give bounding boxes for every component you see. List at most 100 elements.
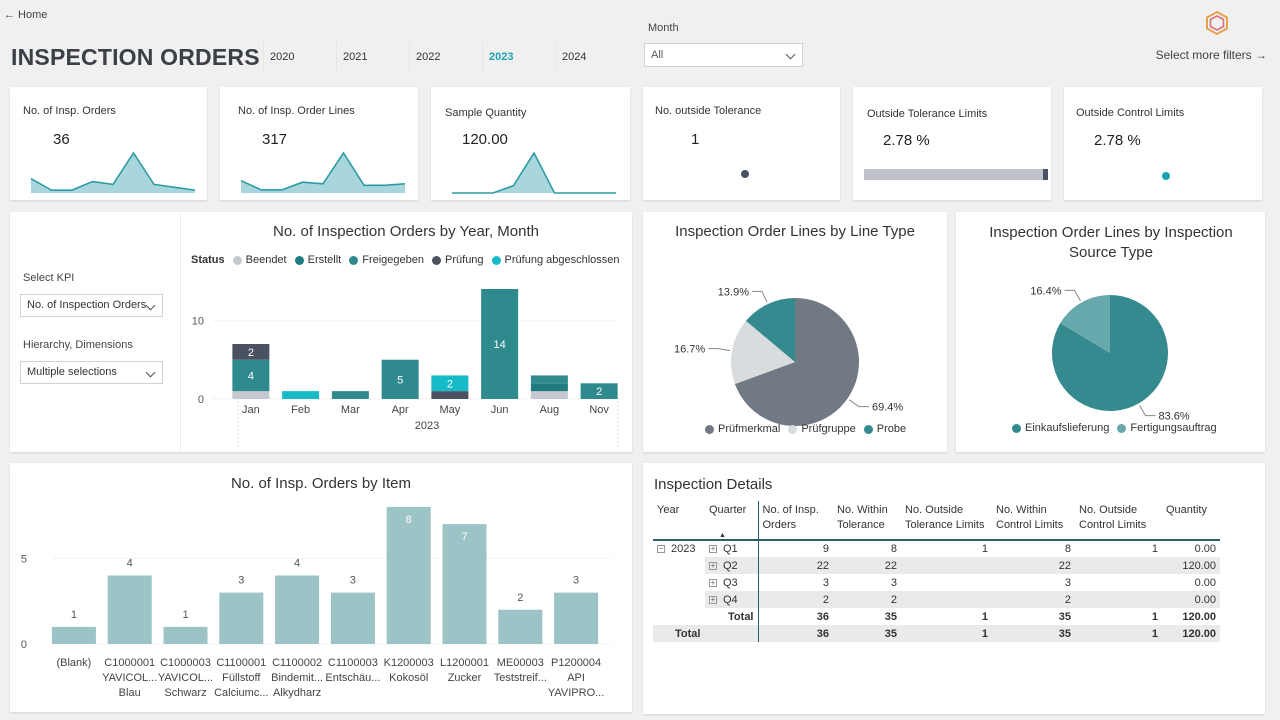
year-button-2024[interactable]: 2024 <box>555 42 621 72</box>
x-tick-label: Füllstoff <box>222 672 261 684</box>
item-bar[interactable] <box>51 626 96 644</box>
select-more-filters-button[interactable]: Select more filters → <box>1155 48 1267 62</box>
cell-orders: 36 <box>757 608 833 625</box>
x-tick-label: Bindemit... <box>271 672 323 684</box>
year-button-2023[interactable]: 2023 <box>482 42 548 72</box>
select-kpi-dropdown[interactable]: No. of Inspection Orders <box>20 294 163 317</box>
x-tick-label: C1000003 <box>160 657 211 669</box>
kpi-title: Sample Quantity <box>445 107 527 119</box>
home-link[interactable]: ← Home <box>4 9 48 21</box>
bar-segment-may[interactable] <box>431 391 469 399</box>
pie-leader-line <box>708 348 731 352</box>
item-bar[interactable] <box>107 575 152 645</box>
x-tick-label: Kokosöl <box>389 672 428 684</box>
item-bar[interactable] <box>275 575 320 645</box>
col-within-tolerance[interactable]: No. Within Tolerance <box>833 501 901 541</box>
cell-within-ctrl: 35 <box>992 625 1075 642</box>
cell-year: 2023 <box>671 543 696 555</box>
cell-outside-ctrl: 1 <box>1151 610 1158 623</box>
legend-pruefgruppe: Prüfgruppe <box>801 423 856 435</box>
select-kpi-value: No. of Inspection Orders <box>27 299 147 311</box>
kpi-value: 317 <box>262 131 288 148</box>
col-quarter[interactable]: Quarter ▲ <box>705 501 758 541</box>
kpi-card-sample-quantity: Sample Quantity 120.00 <box>431 87 630 200</box>
col-year[interactable]: Year <box>653 501 705 541</box>
cell-outside-tol: 1 <box>981 610 988 623</box>
kpi-card-insp-orders: No. of Insp. Orders 36 <box>10 87 207 200</box>
x-tick-label: Jan <box>242 404 260 416</box>
expand-icon[interactable]: + <box>709 544 717 554</box>
pie-value-label: 16.4% <box>1030 285 1061 297</box>
col-quantity[interactable]: Quantity <box>1162 501 1220 541</box>
col-outside-control[interactable]: No. Outside Control Limits <box>1075 501 1162 541</box>
item-bar[interactable] <box>442 524 487 644</box>
col-outside-tolerance[interactable]: No. Outside Tolerance Limits <box>901 501 992 541</box>
bar-data-label: 3 <box>350 575 356 587</box>
kpi-card-outside-tolerance-limits: Outside Tolerance Limits 2.78 % <box>853 87 1051 200</box>
item-bar[interactable] <box>386 507 431 644</box>
logo-icon <box>1206 10 1228 36</box>
expand-icon[interactable]: + <box>709 560 717 570</box>
bar-segment-apr[interactable] <box>381 359 419 399</box>
bar-segment-jan[interactable] <box>232 391 270 399</box>
cell-qty: 120.00 <box>1162 557 1220 574</box>
bar-segment-jan[interactable] <box>232 344 270 360</box>
legend-dot <box>232 255 242 265</box>
item-bar[interactable] <box>498 609 543 644</box>
sparkline-sample-quantity <box>452 151 616 194</box>
x-tick-label: Apr <box>392 404 409 416</box>
item-bar[interactable] <box>330 592 375 644</box>
cell-quarter: Q2 <box>723 559 738 572</box>
table-subtotal-row: Total 36 35 1 35 1 120.00 <box>653 608 1220 625</box>
hierarchy-dropdown[interactable]: Multiple selections <box>20 361 163 384</box>
year-button-2021[interactable]: 2021 <box>336 42 402 72</box>
bar-segment-nov[interactable] <box>580 383 618 399</box>
year-button-2022[interactable]: 2022 <box>409 42 475 72</box>
bar-segment-jan[interactable] <box>232 359 270 392</box>
x-tick-label: YAVICOL... <box>158 672 213 684</box>
x-tick-label: Feb <box>291 404 310 416</box>
col-orders[interactable]: No. of Insp. Orders <box>757 501 833 541</box>
bar-segment-aug[interactable] <box>530 375 568 384</box>
col-within-control[interactable]: No. Within Control Limits <box>992 501 1075 541</box>
cell-within-ctrl: 8 <box>1064 543 1071 555</box>
legend-probe: Probe <box>876 423 907 435</box>
pie-slice-prüfgruppe[interactable] <box>731 320 795 385</box>
group-label-year: 2023 <box>415 420 439 432</box>
pie-slice-fertigungsauftrag[interactable] <box>1060 295 1110 353</box>
bar-data-label: 8 <box>406 514 412 526</box>
cell-within-tol: 35 <box>884 610 897 623</box>
bar-data-label: 3 <box>573 575 579 587</box>
legend-dot <box>705 424 714 434</box>
legend-dot <box>491 255 501 265</box>
bar-segment-mar[interactable] <box>331 391 369 399</box>
bar-segment-feb[interactable] <box>282 391 320 399</box>
expand-icon[interactable]: + <box>709 594 717 604</box>
y-tick-label: 0 <box>21 639 27 651</box>
bar-segment-may[interactable] <box>431 375 469 392</box>
cell-outside-ctrl <box>1075 574 1162 591</box>
kpi-value: 1 <box>691 131 700 148</box>
table-row: + Q3 3 3 3 0.00 <box>653 574 1220 591</box>
y-tick-label: 0 <box>198 394 204 406</box>
month-select[interactable]: All <box>644 43 803 67</box>
item-bar[interactable] <box>554 592 599 644</box>
bar-segment-aug[interactable] <box>530 391 568 399</box>
legend-pruefung-abgeschlossen: Prüfung abgeschlossen <box>504 254 620 266</box>
chart-title: No. of Insp. Orders by Item <box>230 475 412 492</box>
kpi-value: 36 <box>53 131 70 148</box>
bar-data-label: 3 <box>238 575 244 587</box>
sparkline-area <box>241 153 405 193</box>
x-tick-label: Entschäu... <box>325 672 380 684</box>
year-button-2020[interactable]: 2020 <box>263 42 329 72</box>
bar-data-label: 14 <box>494 339 506 351</box>
item-bar[interactable] <box>163 626 208 644</box>
bar-segment-aug[interactable] <box>530 383 568 392</box>
cell-outside-tol <box>901 591 992 608</box>
bar-segment-jun[interactable] <box>481 289 519 399</box>
pie-slice-probe[interactable] <box>745 298 795 362</box>
pie-slice-prüfmerkmal[interactable] <box>734 298 859 426</box>
collapse-icon[interactable]: − <box>657 544 665 554</box>
expand-icon[interactable]: + <box>709 577 717 587</box>
item-bar[interactable] <box>219 592 264 644</box>
